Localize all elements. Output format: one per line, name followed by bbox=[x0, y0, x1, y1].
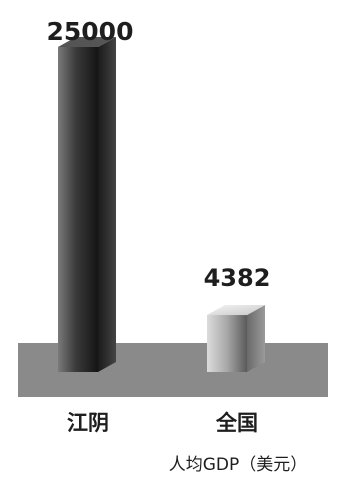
bar-2-top bbox=[207, 305, 265, 316]
unit-label: 人均GDP（美元） bbox=[169, 455, 308, 475]
bar-1-top bbox=[58, 37, 116, 47]
value-label-1: 25000 bbox=[47, 17, 134, 46]
value-label-2: 4382 bbox=[204, 264, 271, 292]
bars-group bbox=[58, 37, 265, 372]
bar-1-side bbox=[98, 37, 116, 372]
bar-1-front bbox=[58, 47, 98, 372]
bar-1 bbox=[58, 37, 116, 372]
bar-2-front bbox=[207, 315, 247, 372]
bar-2-side bbox=[247, 305, 265, 372]
category-label-1: 江阴 bbox=[67, 411, 109, 435]
bar-2 bbox=[207, 305, 265, 372]
category-label-2: 全国 bbox=[215, 411, 258, 435]
